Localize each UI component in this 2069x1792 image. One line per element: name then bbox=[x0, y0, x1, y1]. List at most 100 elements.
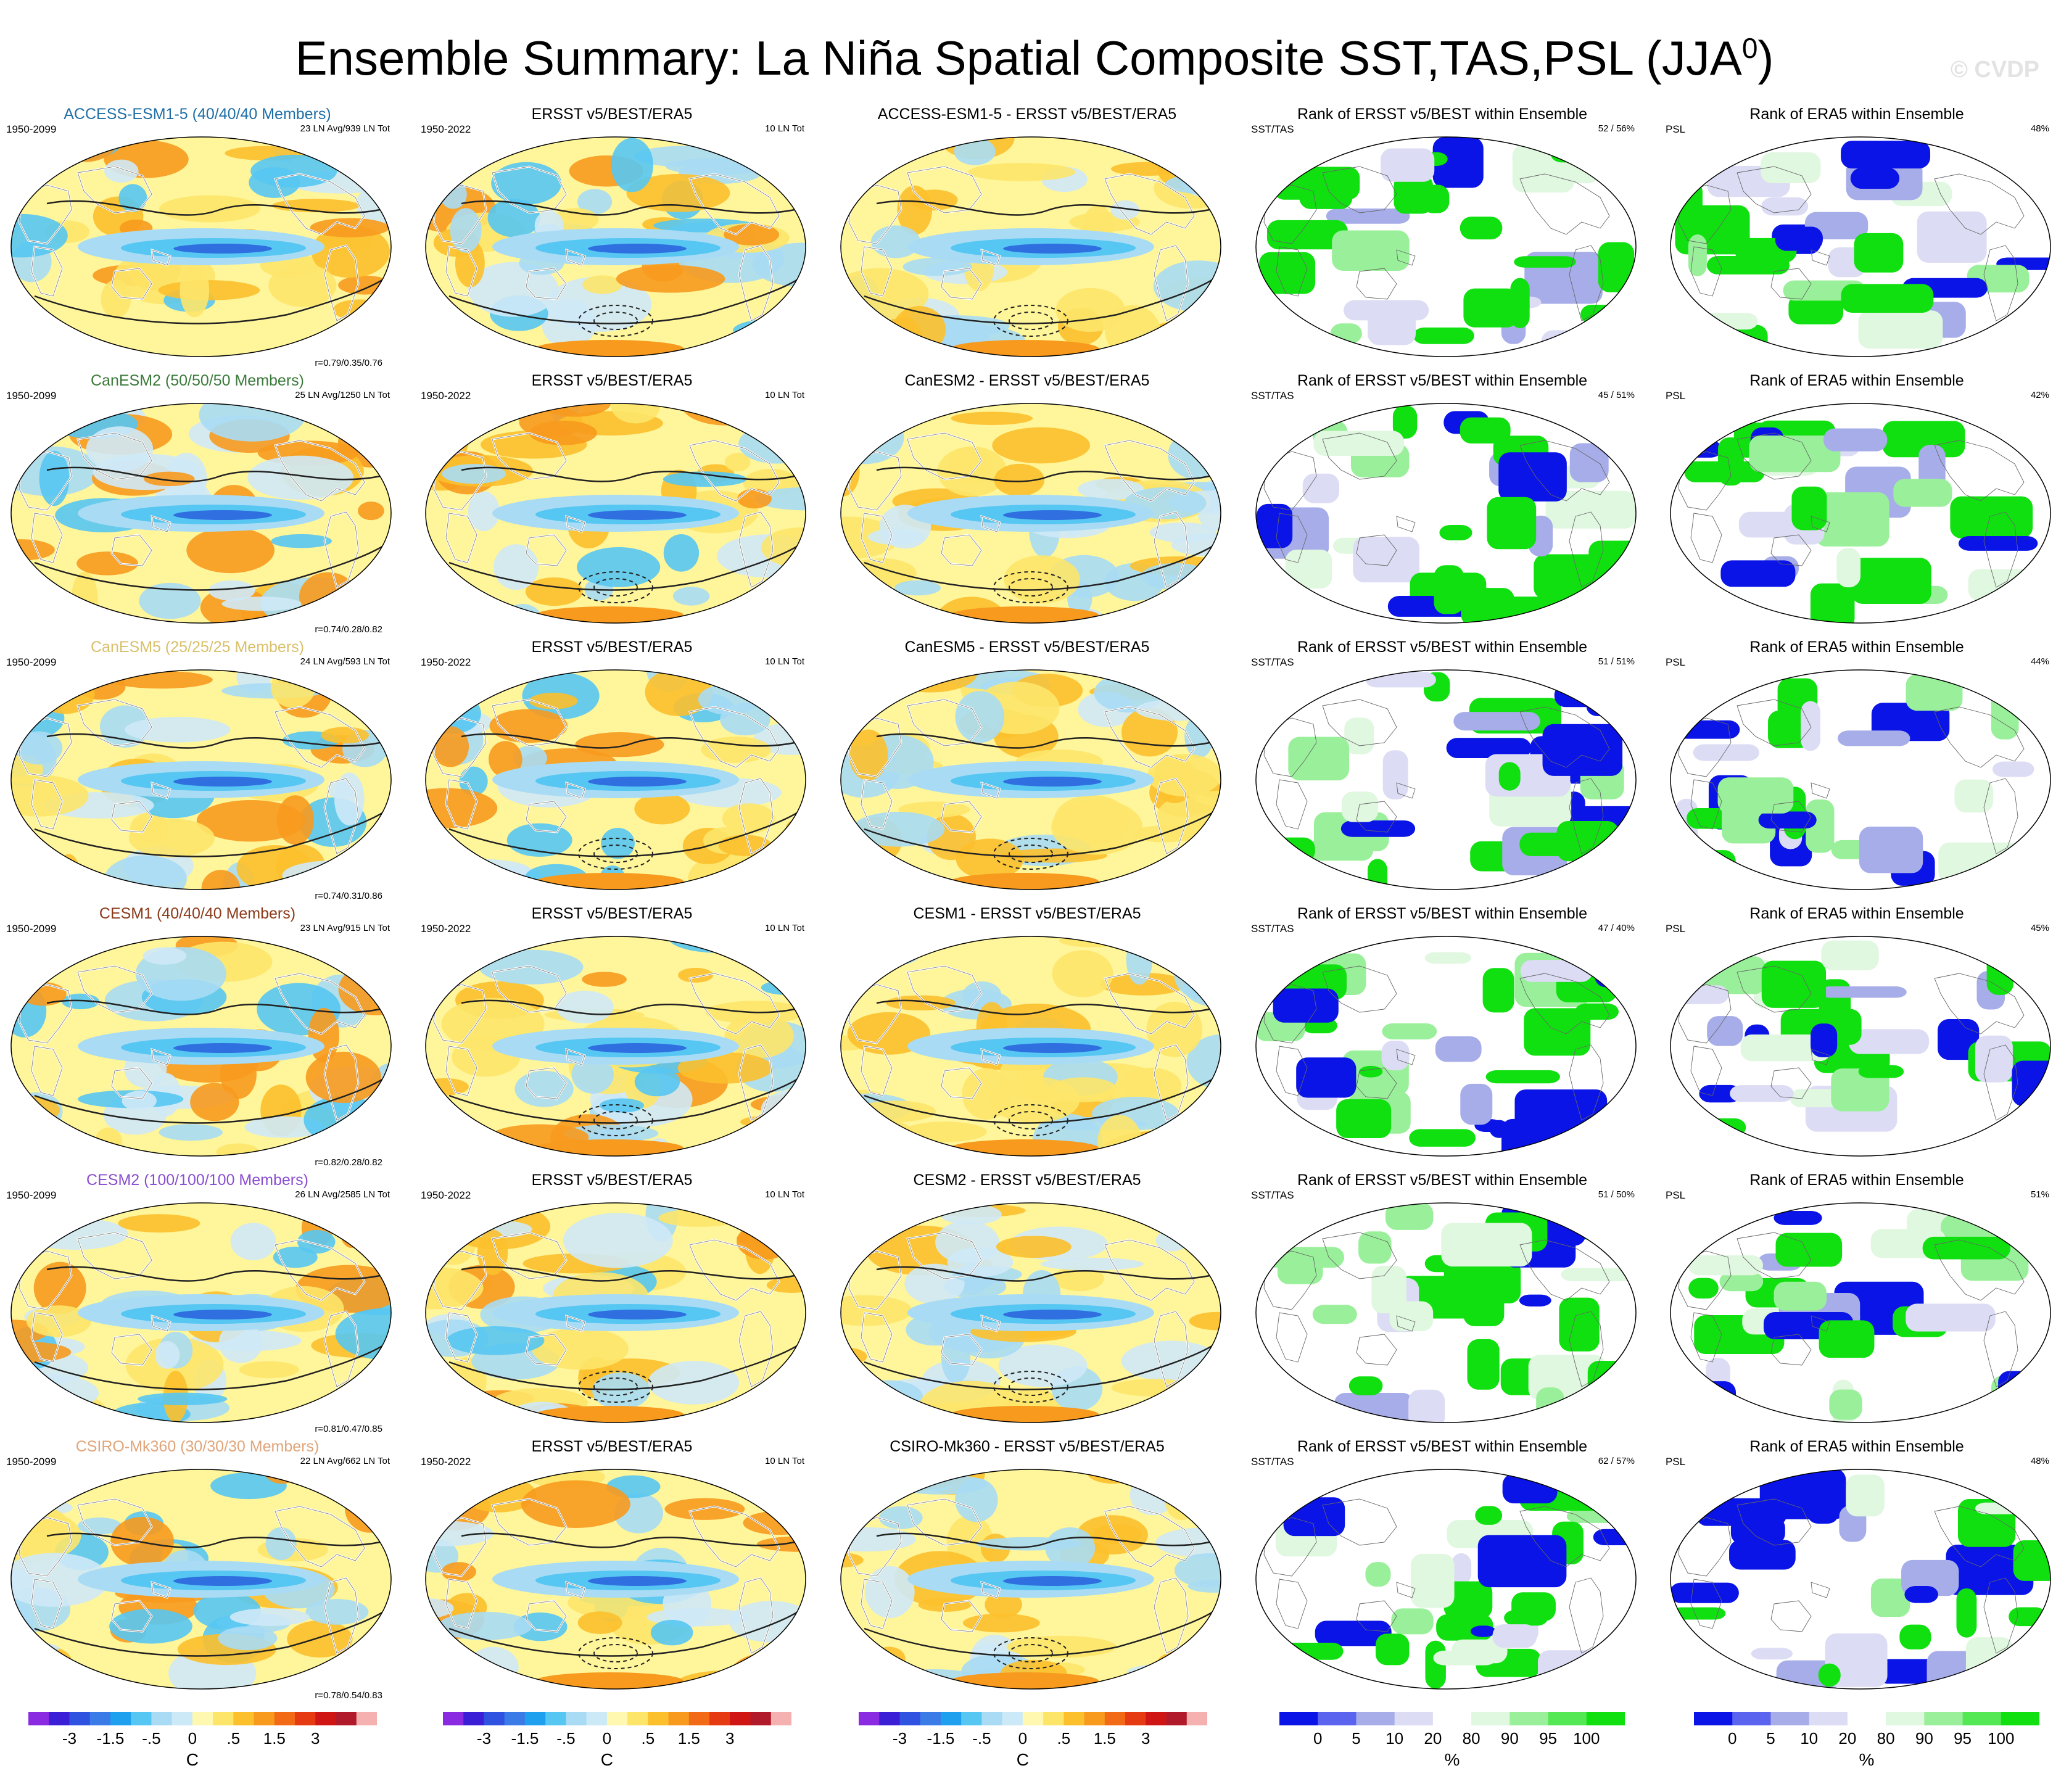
panel-title: Rank of ERA5 within Ensemble bbox=[1749, 638, 1964, 656]
map-panel: ACCESS-ESM1-5 - ERSST v5/BEST/ERA5 bbox=[830, 105, 1224, 370]
colorbar-swatch bbox=[920, 1712, 941, 1725]
panel-title: ERSST v5/BEST/ERA5 bbox=[531, 1438, 693, 1455]
colorbar-swatch bbox=[879, 1712, 900, 1725]
colorbar-swatch bbox=[28, 1712, 49, 1725]
colorbar-swatch bbox=[1847, 1712, 1886, 1725]
panel-title: CSIRO-Mk360 (30/30/30 Members) bbox=[75, 1438, 320, 1455]
map-r2-c2 bbox=[840, 669, 1221, 890]
panel-period-label: 1950-2099 bbox=[6, 123, 57, 135]
panel-title: ERSST v5/BEST/ERA5 bbox=[531, 1171, 693, 1189]
panel-stats-label: 51% bbox=[2030, 1189, 2049, 1200]
colorbar-swatch bbox=[233, 1712, 255, 1725]
map-r3-c4 bbox=[1670, 936, 2051, 1157]
map-panel: ACCESS-ESM1-5 (40/40/40 Members) 1950-209… bbox=[0, 105, 395, 370]
pattern-correlation: r=0.81/0.47/0.85 bbox=[315, 1424, 382, 1434]
colorbar-temp: -3 -1.5 -.5 0 .5 1.5 3 C bbox=[443, 1712, 791, 1792]
map-panel: CanESM2 - ERSST v5/BEST/ERA5 bbox=[830, 371, 1224, 637]
pattern-correlation: r=0.82/0.28/0.82 bbox=[315, 1157, 382, 1168]
panel-title: ERSST v5/BEST/ERA5 bbox=[531, 905, 693, 922]
colorbar-tick-label: 3 bbox=[725, 1729, 735, 1748]
map-r4-c1 bbox=[425, 1202, 806, 1423]
map-r4-c3 bbox=[1255, 1202, 1637, 1423]
colorbar-swatch bbox=[356, 1712, 377, 1725]
colorbar-tick-label: 20 bbox=[1424, 1729, 1442, 1748]
map-panel: CSIRO-Mk360 - ERSST v5/BEST/ERA5 bbox=[830, 1437, 1224, 1703]
map-panel: CSIRO-Mk360 (30/30/30 Members) 1950-2099 2… bbox=[0, 1437, 395, 1703]
panel-period-label: SST/TAS bbox=[1251, 1456, 1294, 1468]
colorbar-swatch bbox=[213, 1712, 234, 1725]
colorbar-swatch bbox=[709, 1712, 730, 1725]
colorbar-swatch bbox=[750, 1712, 772, 1725]
colorbar-tick-label: 3 bbox=[1141, 1729, 1150, 1748]
panel-period-label: 1950-2099 bbox=[6, 923, 57, 935]
panel-period-label: PSL bbox=[1666, 656, 1686, 668]
watermark: © CVDP bbox=[1950, 57, 2039, 83]
panel-title: Rank of ERSST v5/BEST within Ensemble bbox=[1297, 105, 1588, 123]
colorbar-swatch bbox=[1279, 1712, 1318, 1725]
panel-title: ACCESS-ESM1-5 - ERSST v5/BEST/ERA5 bbox=[877, 105, 1177, 123]
colorbar-tick-label: 10 bbox=[1386, 1729, 1404, 1748]
panel-stats-label: 10 LN Tot bbox=[765, 656, 804, 667]
panel-title: CanESM2 (50/50/50 Members) bbox=[91, 372, 304, 389]
colorbar-unit: C bbox=[1016, 1750, 1029, 1769]
panel-title: CESM2 - ERSST v5/BEST/ERA5 bbox=[913, 1171, 1141, 1189]
map-r5-c1 bbox=[425, 1469, 806, 1690]
colorbar-swatch bbox=[151, 1712, 173, 1725]
map-r5-c4 bbox=[1670, 1469, 2051, 1690]
colorbar-swatch bbox=[899, 1712, 921, 1725]
colorbar-swatch bbox=[524, 1712, 546, 1725]
map-panel: Rank of ERA5 within Ensemble PSL 48% bbox=[1659, 1437, 2054, 1703]
panel-stats-label: 10 LN Tot bbox=[765, 390, 804, 400]
colorbar-swatch bbox=[1063, 1712, 1085, 1725]
colorbar-temp: -3 -1.5 -.5 0 .5 1.5 3 C bbox=[28, 1712, 377, 1792]
map-r3-c0 bbox=[10, 936, 392, 1157]
map-r1-c2 bbox=[840, 403, 1221, 624]
colorbar-swatch bbox=[1694, 1712, 1733, 1725]
colorbar-swatch bbox=[1022, 1712, 1044, 1725]
colorbar-swatch bbox=[940, 1712, 962, 1725]
panel-period-label: 1950-2022 bbox=[421, 123, 471, 135]
panel-title: Rank of ERSST v5/BEST within Ensemble bbox=[1297, 372, 1588, 389]
colorbar-tick-label: 0 bbox=[1313, 1729, 1323, 1748]
colorbar-swatch bbox=[1146, 1712, 1167, 1725]
colorbar-unit: % bbox=[1444, 1750, 1460, 1769]
panel-title: ERSST v5/BEST/ERA5 bbox=[531, 105, 693, 123]
colorbar-tick-label: 5 bbox=[1352, 1729, 1361, 1748]
colorbar-tick-label: 1.5 bbox=[263, 1729, 286, 1748]
colorbar-tick-label: 5 bbox=[1766, 1729, 1775, 1748]
map-panel: Rank of ERA5 within Ensemble PSL 45% bbox=[1659, 904, 2054, 1170]
colorbar-swatch bbox=[484, 1712, 505, 1725]
colorbar-swatch bbox=[1924, 1712, 1964, 1725]
map-r5-c2 bbox=[840, 1469, 1221, 1690]
panel-title: Rank of ERA5 within Ensemble bbox=[1749, 1171, 1964, 1189]
colorbar-tick-label: -1.5 bbox=[927, 1729, 955, 1748]
colorbar-tick-label: -.5 bbox=[142, 1729, 161, 1748]
panel-period-label: PSL bbox=[1666, 123, 1686, 135]
colorbar-swatch bbox=[443, 1712, 464, 1725]
colorbar-swatch bbox=[1471, 1712, 1510, 1725]
panel-stats-label: 47 / 40% bbox=[1598, 923, 1635, 933]
colorbar-swatch bbox=[1002, 1712, 1023, 1725]
map-panel: CESM1 (40/40/40 Members) 1950-2099 23 LN A… bbox=[0, 904, 395, 1170]
panel-stats-label: 25 LN Avg/1250 LN Tot bbox=[295, 390, 390, 400]
panel-stats-label: 51 / 50% bbox=[1598, 1189, 1635, 1200]
colorbar-tick-label: .5 bbox=[641, 1729, 655, 1748]
colorbar-swatch bbox=[1509, 1712, 1549, 1725]
colorbar-tick-label: .5 bbox=[1057, 1729, 1071, 1748]
panel-stats-label: 52 / 56% bbox=[1598, 123, 1635, 134]
colorbar-rank: 0 5 10 20 80 90 95 100% bbox=[1694, 1712, 2039, 1792]
panel-title: Rank of ERSST v5/BEST within Ensemble bbox=[1297, 1171, 1588, 1189]
colorbar-temp: -3 -1.5 -.5 0 .5 1.5 3 C bbox=[859, 1712, 1207, 1792]
colorbar-tick-label: 100 bbox=[1988, 1729, 2015, 1748]
panel-stats-label: 48% bbox=[2030, 123, 2049, 134]
map-panel: Rank of ERA5 within Ensemble PSL 51% bbox=[1659, 1171, 2054, 1436]
panel-stats-label: 22 LN Avg/662 LN Tot bbox=[300, 1456, 390, 1466]
colorbar-unit: C bbox=[186, 1750, 199, 1769]
colorbar-swatch bbox=[131, 1712, 152, 1725]
map-panel: Rank of ERA5 within Ensemble PSL 42% bbox=[1659, 371, 2054, 637]
colorbar-swatch bbox=[1586, 1712, 1625, 1725]
map-panel: Rank of ERSST v5/BEST within Ensemble SST… bbox=[1245, 1171, 1640, 1436]
colorbar-tick-label: -.5 bbox=[556, 1729, 576, 1748]
panel-stats-label: 45% bbox=[2030, 923, 2049, 933]
panel-period-label: 1950-2099 bbox=[6, 1456, 57, 1468]
